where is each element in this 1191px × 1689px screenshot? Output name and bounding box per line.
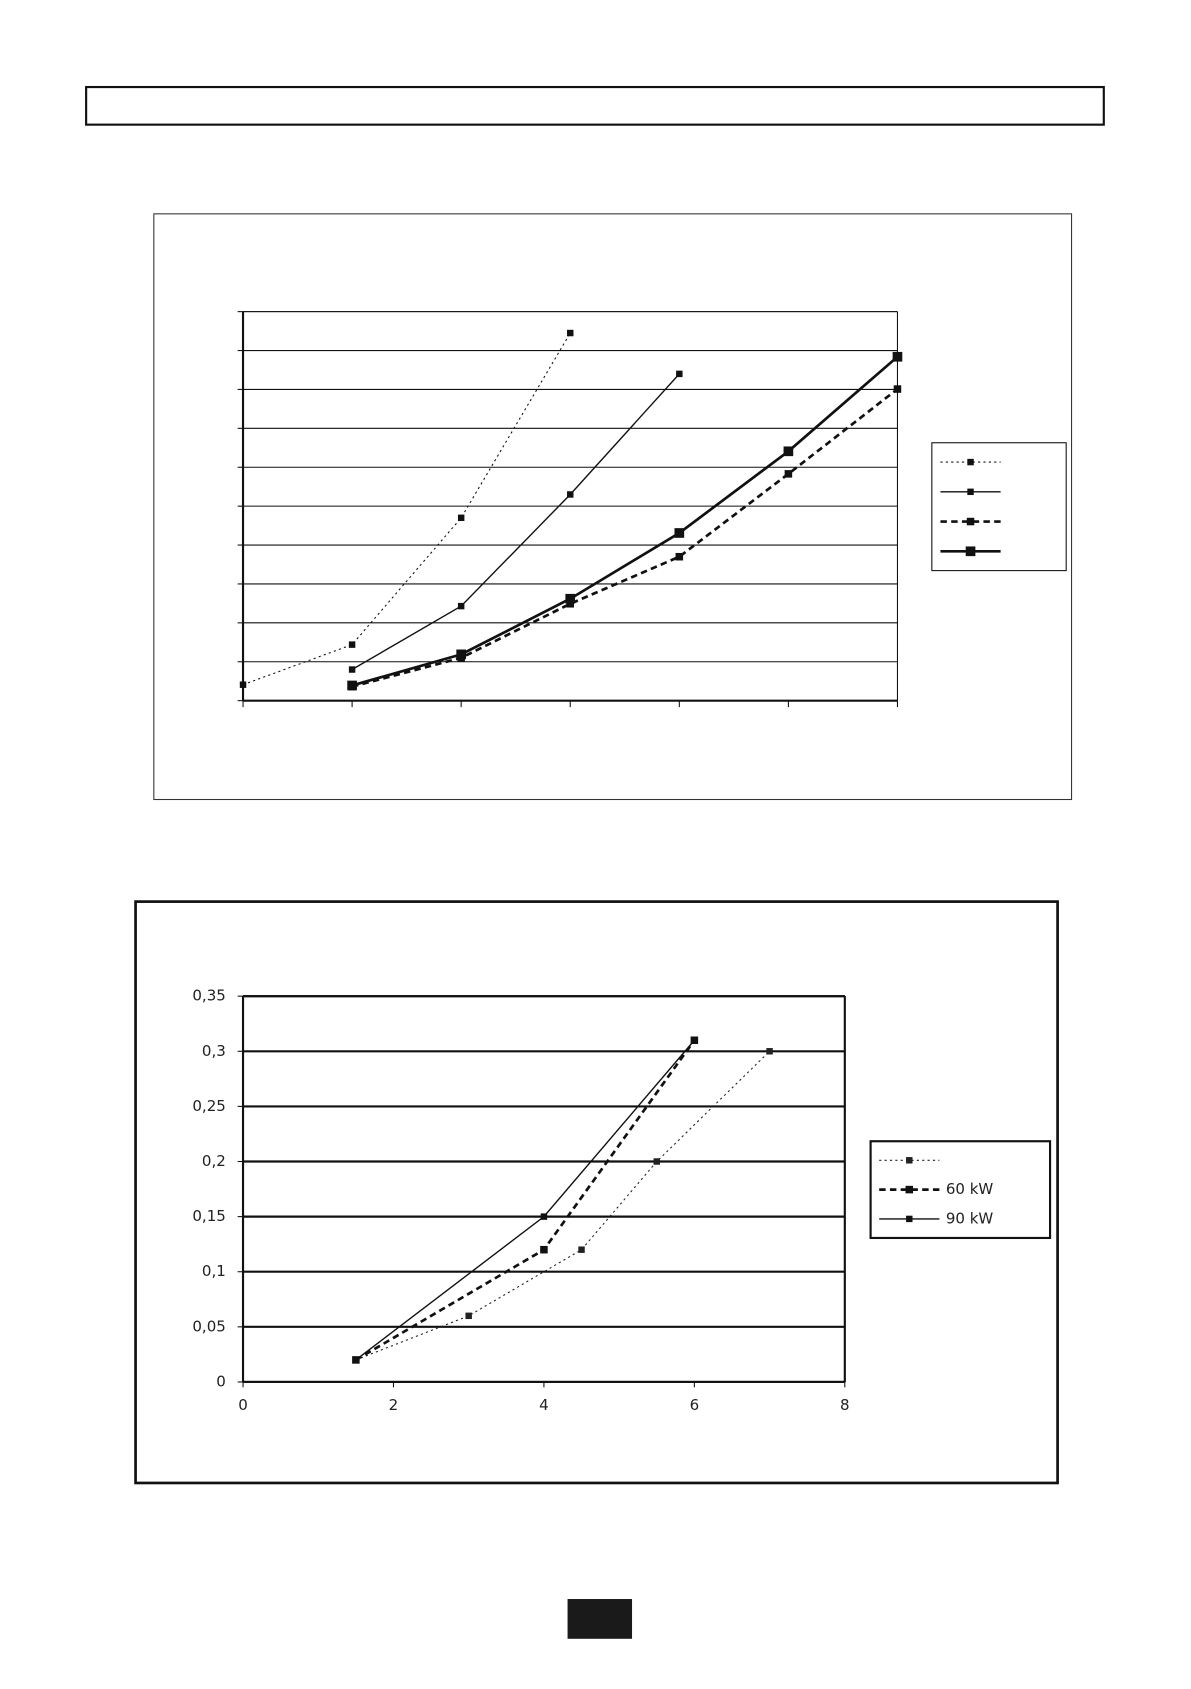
y-tick-label: 0,15: [192, 1207, 225, 1225]
series-line: [242, 332, 571, 686]
y-tick-label: 0: [216, 1372, 226, 1390]
data-point: [566, 600, 575, 608]
data-point: [465, 1312, 472, 1320]
y-tick-label: 0,1: [202, 1262, 226, 1280]
y-tick-label: 0,35: [192, 987, 225, 1005]
legend-box: [931, 442, 1067, 572]
series-line: [351, 373, 680, 671]
series-line: [355, 1039, 695, 1361]
data-point: [567, 329, 574, 337]
data-point: [567, 491, 574, 498]
data-point: [691, 1037, 698, 1044]
data-point: [456, 649, 467, 660]
x-tick-label: 6: [690, 1396, 700, 1414]
legend-label: 60 kW: [946, 1180, 994, 1198]
data-point: [674, 528, 685, 538]
legend-marker: [966, 517, 975, 526]
data-point: [675, 552, 684, 561]
legend-marker: [965, 546, 976, 557]
data-point: [540, 1213, 548, 1220]
chart-frame: [134, 900, 1059, 1485]
legend-marker: [905, 1185, 914, 1194]
data-point: [653, 1158, 660, 1165]
x-tick-label: 0: [238, 1396, 248, 1414]
data-point: [565, 593, 576, 604]
data-point: [457, 514, 465, 522]
data-point: [347, 680, 357, 691]
data-point: [676, 370, 683, 378]
data-point: [784, 470, 793, 478]
data-point: [457, 602, 465, 610]
data-point: [578, 1246, 585, 1253]
data-point: [352, 1356, 360, 1364]
y-tick-label: 0,3: [202, 1042, 226, 1060]
series-line: [355, 1039, 696, 1362]
x-tick-label: 2: [389, 1396, 399, 1414]
chart-frame: [153, 213, 1073, 801]
y-tick-label: 0,25: [192, 1097, 225, 1115]
legend-box: [869, 1140, 1052, 1240]
data-point: [348, 666, 356, 673]
data-point: [348, 641, 356, 648]
series-line: [351, 355, 899, 687]
legend-marker: [967, 488, 974, 496]
y-tick-label: 0,05: [192, 1317, 225, 1335]
data-point: [893, 385, 902, 393]
legend-label: 90 kW: [946, 1209, 994, 1227]
data-point: [892, 351, 903, 362]
data-point: [239, 681, 247, 688]
x-tick-label: 8: [840, 1396, 850, 1414]
data-point: [783, 446, 794, 457]
data-point: [766, 1048, 773, 1055]
header-box: [85, 85, 1105, 126]
y-tick-label: 0,2: [202, 1152, 226, 1170]
series-line: [355, 1050, 770, 1361]
legend-marker: [906, 1157, 913, 1164]
legend-marker: [906, 1215, 913, 1223]
series-line: [351, 387, 899, 688]
x-tick-label: 4: [539, 1396, 549, 1414]
data-point: [540, 1245, 548, 1254]
legend-marker: [967, 458, 974, 466]
page-number-box: [567, 1599, 633, 1639]
